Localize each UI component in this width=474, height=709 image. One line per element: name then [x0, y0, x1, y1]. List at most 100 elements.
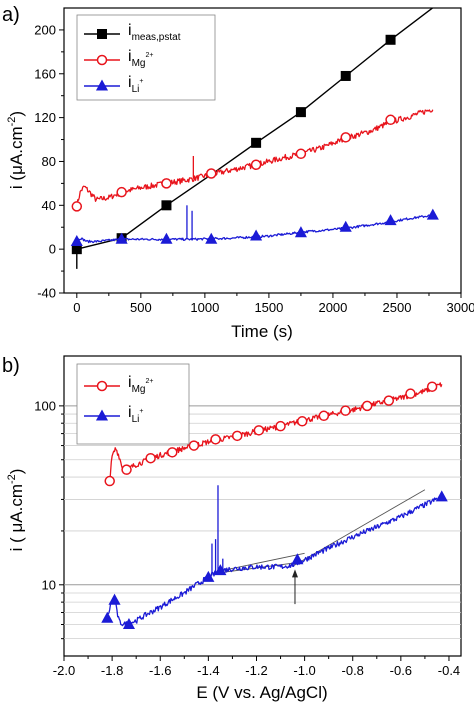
- b-series-0-marker: [188, 440, 200, 451]
- a-series-0-marker: [295, 107, 306, 118]
- b-series-1-marker: [214, 564, 227, 576]
- a-series-2-marker: [294, 226, 307, 238]
- b-series-0-marker: [121, 464, 132, 475]
- b-series-1-marker: [101, 611, 114, 623]
- x-tick-label: 500: [130, 300, 152, 315]
- x-tick-label: -2.0: [53, 663, 75, 678]
- b-series-0-marker: [253, 425, 265, 436]
- y-tick-label: 200: [34, 22, 56, 37]
- legend-entry-1: iLi+: [128, 404, 143, 425]
- legend-marker: [95, 79, 109, 91]
- panel-b: b) -2.0 -1.8 -1.6 -1.4 -1.2 -1.0 -0.8 -0.6 -0.4 1…: [2, 355, 462, 702]
- x-tick-label: 2500: [383, 300, 412, 315]
- panel-a-legend: imeas,pstat iMg2+ iLi+: [76, 14, 216, 101]
- a-series-2-marker: [115, 232, 128, 244]
- b-series-0-marker: [383, 395, 395, 406]
- panel-a-data: [70, 8, 439, 269]
- b-series-0-marker: [231, 430, 243, 442]
- x-tick-label: -1.4: [197, 663, 219, 678]
- x-tick-label: -1.8: [101, 663, 123, 678]
- y-tick-label: 0: [49, 242, 56, 257]
- legend-marker: [97, 29, 107, 39]
- y-tick-label: -40: [37, 286, 56, 301]
- a-series-0-marker: [385, 34, 396, 45]
- b-series-0-marker: [405, 388, 416, 399]
- y-tick-label: 120: [34, 110, 56, 125]
- legend-entry-2: iLi+: [128, 74, 143, 95]
- a-series-1-marker: [340, 132, 351, 143]
- b-series-1-marker: [108, 593, 121, 605]
- b-series-1-marker: [202, 570, 215, 582]
- y-tick-label: 160: [34, 66, 56, 81]
- legend-entry-0: imeas,pstat: [128, 22, 181, 43]
- panel-b-x-axis-label: E (V vs. Ag/AgCl): [196, 683, 327, 702]
- a-series-2-marker: [250, 229, 263, 241]
- b-series-0-marker: [167, 447, 178, 458]
- panel-a-x-axis-label: Time (s): [231, 322, 293, 341]
- x-tick-label: -0.8: [342, 663, 364, 678]
- panel-a-axes: 0 500 1000 1500 2000 2500 3000 -40 0 40 80 120 160 20…: [34, 22, 474, 315]
- b-series-1-marker: [435, 490, 448, 502]
- a-series-0-marker: [161, 200, 172, 211]
- b-series-0-marker: [275, 420, 286, 432]
- a-series-2-marker: [384, 214, 397, 226]
- a-series-1-marker: [161, 178, 172, 189]
- panel-a-plot-frame: [63, 7, 462, 294]
- a-series-1-marker: [206, 168, 217, 179]
- a-series-1-line: [76, 109, 434, 209]
- x-tick-label: 2000: [318, 300, 347, 315]
- b-series-1-line: [106, 494, 443, 628]
- panel-a-y-axis-label: i (μA.cm-2): [6, 111, 26, 189]
- legend-marker: [95, 409, 109, 421]
- x-tick-label: -0.4: [438, 663, 460, 678]
- legend-marker: [96, 380, 108, 392]
- a-series-2-marker: [160, 232, 173, 244]
- fit-line: [215, 552, 305, 573]
- y-tick-label: 40: [42, 198, 56, 213]
- a-series-0-marker: [71, 244, 82, 255]
- y-tick-label: 80: [42, 154, 56, 169]
- panel-a-label: a): [2, 4, 20, 26]
- y-tick-label: 100: [34, 398, 56, 413]
- b-series-0-marker: [296, 416, 308, 427]
- b-series-1-marker: [291, 553, 304, 565]
- a-series-2-marker: [205, 232, 218, 244]
- panel-b-axes: -2.0 -1.8 -1.6 -1.4 -1.2 -1.0 -0.8 -0.6 -0.4 10 10…: [34, 398, 460, 678]
- panel-b-legend-box: [76, 363, 190, 445]
- legend-entry-1: iMg2+: [128, 48, 153, 69]
- a-series-1-marker: [295, 148, 307, 160]
- a-series-0-marker: [251, 137, 262, 148]
- x-tick-label: -1.2: [245, 663, 267, 678]
- panel-a: a) 0 500 1000 1500 2000 2500 3000 -40 0 40 80 120 16…: [2, 4, 474, 341]
- x-tick-label: -1.0: [293, 663, 315, 678]
- b-series-0-marker: [426, 381, 438, 392]
- b-series-0-marker: [340, 405, 351, 416]
- a-series-2-marker: [70, 234, 83, 246]
- a-series-0-marker: [340, 70, 351, 81]
- b-series-0-marker: [361, 400, 373, 412]
- panel-b-y-axis-label: i ( μA.cm-2): [6, 469, 26, 552]
- b-series-0-marker: [318, 410, 330, 422]
- x-tick-label: 1000: [190, 300, 219, 315]
- a-series-1-marker: [385, 114, 396, 126]
- panel-b-plot-frame: [63, 355, 462, 657]
- a-series-1-marker: [250, 159, 262, 170]
- x-tick-label: 1500: [254, 300, 283, 315]
- x-tick-label: -1.6: [149, 663, 171, 678]
- b-series-1-marker: [122, 617, 136, 629]
- a-series-1-marker: [116, 186, 127, 198]
- b-series-0-marker: [145, 452, 156, 464]
- x-tick-label: -0.6: [390, 663, 412, 678]
- a-series-2-marker: [426, 208, 439, 220]
- panel-b-legend: iMg2+ iLi+: [76, 363, 190, 445]
- x-tick-label: 3000: [447, 300, 474, 315]
- panel-b-label: b): [2, 355, 20, 377]
- a-series-1-marker: [71, 201, 83, 212]
- y-tick-label: 10: [42, 577, 56, 592]
- b-series-0-marker: [104, 475, 115, 487]
- legend-entry-0: iMg2+: [128, 374, 153, 395]
- a-series-2-marker: [339, 220, 352, 232]
- x-tick-label: 0: [73, 300, 80, 315]
- panel-b-data: [101, 381, 448, 629]
